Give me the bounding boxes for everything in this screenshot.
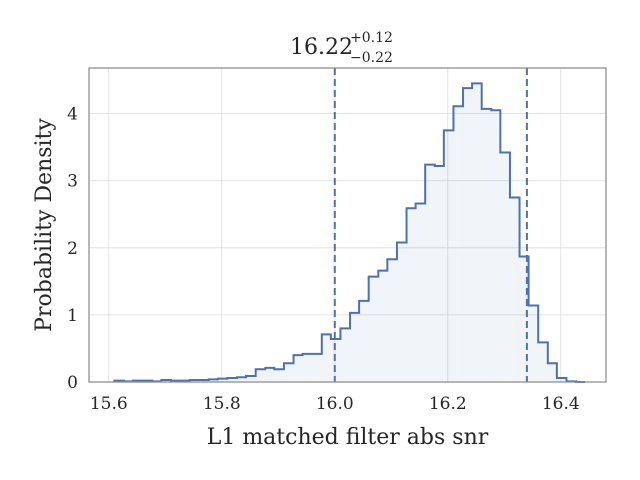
histogram-bin bbox=[237, 377, 247, 382]
y-tick-label: 3 bbox=[67, 172, 78, 192]
x-tick-label: 15.6 bbox=[90, 394, 128, 414]
histogram-bin bbox=[189, 379, 200, 382]
histogram-bin bbox=[217, 378, 228, 382]
histogram-bin bbox=[350, 312, 360, 382]
histogram-bin bbox=[528, 305, 539, 382]
y-tick-label: 0 bbox=[67, 373, 78, 393]
y-tick-label: 2 bbox=[67, 239, 78, 259]
x-tick-label: 16.4 bbox=[542, 394, 580, 414]
histogram-bin bbox=[509, 197, 520, 382]
histogram-bin bbox=[246, 375, 256, 382]
histogram-bin bbox=[538, 342, 548, 382]
histogram-bin bbox=[161, 379, 171, 382]
histogram-bin bbox=[265, 367, 275, 382]
quantile-lines bbox=[333, 68, 528, 382]
chart-title: 16.22 bbox=[290, 35, 353, 60]
title-lower-error: −0.22 bbox=[350, 50, 393, 66]
x-tick-labels: 15.6 15.8 16.0 16.2 16.4 bbox=[90, 394, 580, 414]
histogram-bin bbox=[434, 165, 444, 382]
histogram-bin bbox=[500, 152, 510, 382]
plot-frame bbox=[88, 67, 607, 383]
x-axis-label: L1 matched filter abs snr bbox=[207, 425, 489, 450]
histogram-series bbox=[113, 82, 586, 383]
histogram-bin bbox=[415, 203, 426, 382]
histogram-bin bbox=[406, 208, 416, 382]
histogram-bin bbox=[274, 369, 284, 382]
histogram-bin bbox=[463, 88, 473, 382]
histogram-bin bbox=[556, 377, 567, 382]
histogram-bin bbox=[472, 83, 482, 382]
histogram-bin bbox=[302, 353, 313, 382]
histogram-bin bbox=[321, 334, 331, 382]
title-value: 16.22 bbox=[290, 35, 353, 60]
title-upper-error: +0.12 bbox=[350, 30, 393, 46]
histogram-bin bbox=[491, 110, 501, 383]
x-tick-label: 15.8 bbox=[203, 394, 241, 414]
histogram-bin bbox=[425, 164, 435, 382]
histogram-bin bbox=[199, 379, 209, 382]
histogram-bin bbox=[387, 259, 397, 382]
histogram-bin bbox=[227, 377, 238, 382]
histogram-bin bbox=[255, 369, 266, 382]
histogram-bin bbox=[519, 256, 529, 382]
histogram-bin bbox=[378, 270, 388, 382]
histogram-bin bbox=[330, 339, 341, 382]
histogram-bin bbox=[453, 106, 464, 382]
y-tick-label: 1 bbox=[67, 306, 78, 326]
y-tick-label: 4 bbox=[67, 105, 78, 125]
histogram-bin bbox=[312, 353, 322, 382]
histogram-bin bbox=[283, 363, 294, 382]
histogram-bin bbox=[359, 300, 369, 382]
x-tick-label: 16.2 bbox=[429, 394, 467, 414]
histogram-bin bbox=[368, 276, 379, 382]
y-axis-label: Probability Density bbox=[32, 118, 57, 332]
histogram-bin bbox=[547, 363, 557, 382]
histogram-step-line bbox=[113, 82, 586, 383]
histogram-bin bbox=[481, 108, 492, 382]
histogram-bin bbox=[443, 130, 454, 382]
histogram-bin bbox=[208, 379, 218, 382]
histogram-bin bbox=[396, 242, 407, 382]
x-tick-label: 16.0 bbox=[316, 394, 354, 414]
histogram-bin bbox=[340, 328, 351, 382]
histogram-bin bbox=[293, 355, 303, 382]
y-tick-labels: 0 1 2 3 4 bbox=[67, 105, 78, 393]
